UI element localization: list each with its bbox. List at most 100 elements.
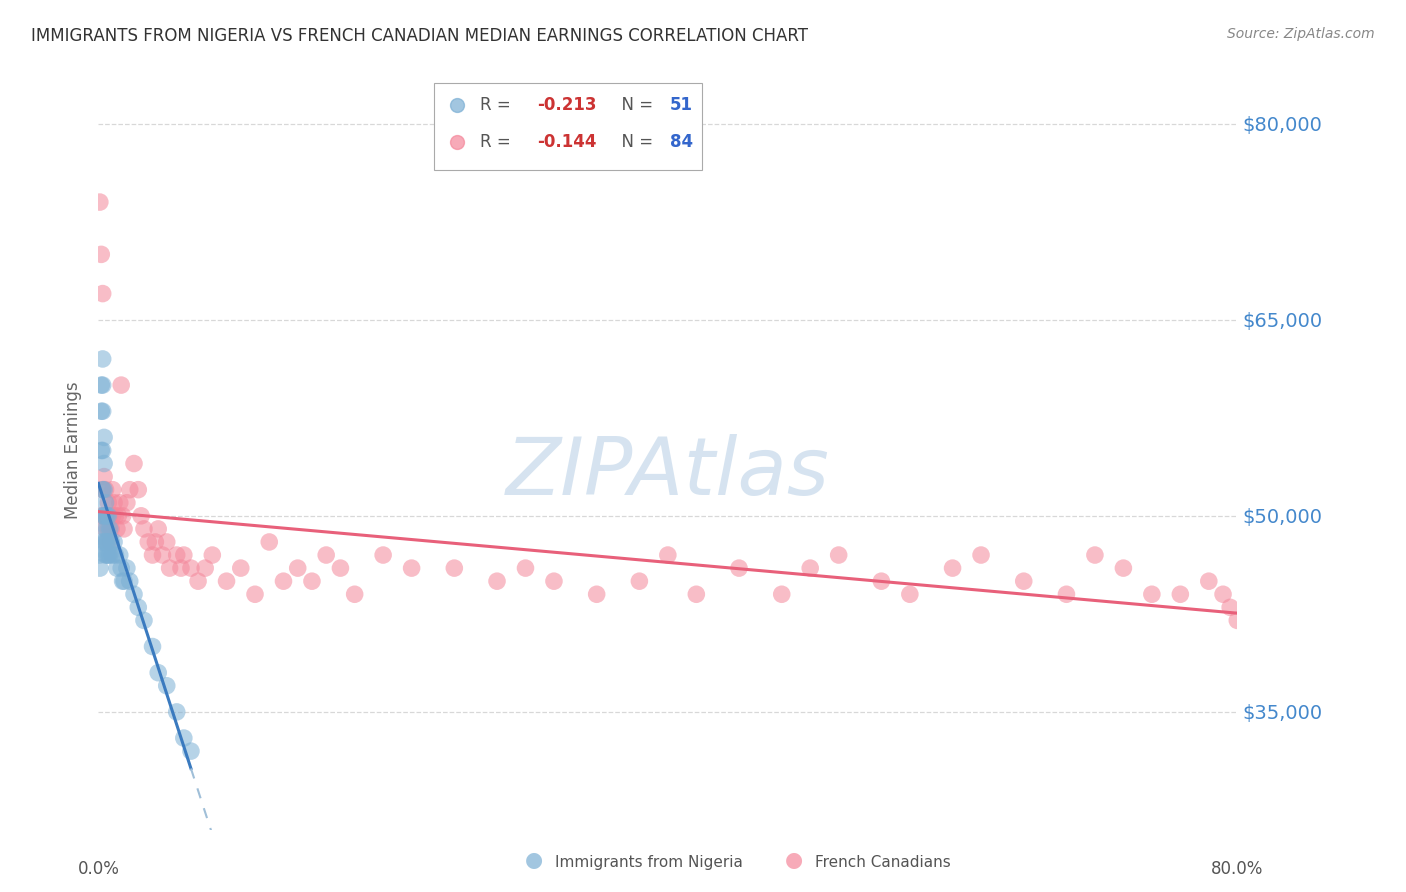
Point [112,522,135,536]
Point [515,561,537,575]
Point [89,548,111,562]
Point [180,561,202,575]
Point [94,522,117,536]
Point [443,561,465,575]
Point [91,286,114,301]
Point [90,443,112,458]
Point [1170,587,1192,601]
Point [97,548,120,562]
Point [93,430,115,444]
Point [152,548,174,562]
Point [141,640,163,654]
Point [201,548,224,562]
Point [90,535,112,549]
Point [91,351,114,366]
Point [1084,548,1107,562]
Point [94,508,117,523]
Point [118,483,141,497]
Point [136,535,159,549]
Point [486,574,509,589]
Point [127,600,149,615]
Point [101,483,124,497]
Point [685,587,707,601]
Point [98,535,121,549]
Text: ZIPAtlas: ZIPAtlas [506,434,830,512]
Point [100,522,122,536]
Point [1140,587,1163,601]
Point [122,587,145,601]
Point [273,574,295,589]
Point [215,574,238,589]
Point [129,508,152,523]
Point [1198,574,1220,589]
Point [942,561,965,575]
Point [97,535,120,549]
Point [401,561,423,575]
Point [91,508,114,523]
Point [132,614,155,628]
Point [94,522,117,536]
Point [90,508,112,523]
Point [1056,587,1078,601]
Point [96,548,118,562]
Text: 51: 51 [671,96,693,114]
Point [93,483,115,497]
Point [301,574,323,589]
Point [229,561,252,575]
Point [585,587,607,601]
Point [170,561,193,575]
Point [94,535,117,549]
Text: ●: ● [526,850,543,870]
Point [110,561,132,575]
Point [115,561,138,575]
Point [90,404,112,418]
Text: R =: R = [479,133,516,151]
Point [91,378,114,392]
Point [89,561,111,575]
Point [105,522,128,536]
Text: R =: R = [479,96,516,114]
Text: 80.0%: 80.0% [1211,860,1264,878]
Point [828,548,851,562]
Point [107,508,129,523]
Text: Source: ZipAtlas.com: Source: ZipAtlas.com [1227,27,1375,41]
Point [111,508,134,523]
Point [93,508,115,523]
Point [141,548,163,562]
Point [132,522,155,536]
Text: French Canadians: French Canadians [815,855,952,870]
Point [543,574,565,589]
Point [166,548,188,562]
Point [148,665,170,680]
Point [159,561,181,575]
Point [89,195,111,210]
Point [628,574,651,589]
Point [91,483,114,497]
Text: -0.213: -0.213 [537,96,596,114]
Point [98,522,121,536]
Point [970,548,993,562]
Point [90,378,112,392]
Point [100,535,122,549]
Point [870,574,893,589]
Point [98,508,121,523]
Point [105,561,128,575]
Point [657,548,679,562]
Point [90,247,112,261]
Point [110,378,132,392]
Point [1212,587,1234,601]
Point [343,587,366,601]
Text: -0.144: -0.144 [537,133,596,151]
Text: N =: N = [610,96,658,114]
Point [1012,574,1035,589]
Point [173,731,195,745]
Point [166,705,188,719]
Point [94,496,117,510]
Text: 0.0%: 0.0% [77,860,120,878]
Point [112,574,135,589]
Point [91,443,114,458]
Text: N =: N = [610,133,658,151]
Point [96,508,118,523]
Text: ●: ● [786,850,803,870]
Point [104,508,127,523]
